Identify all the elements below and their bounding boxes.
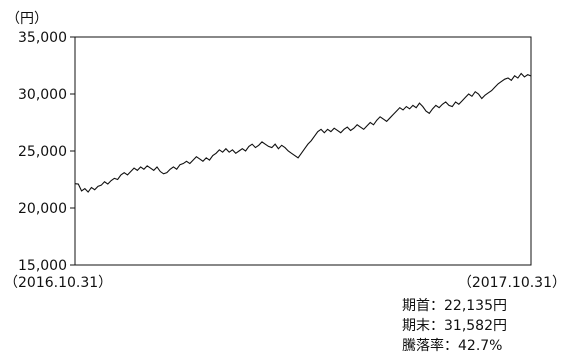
y-tick-label: 20,000 [18,201,67,217]
plot-frame [74,36,532,266]
y-tick-label: 15,000 [18,258,67,274]
y-unit-label: （円） [6,11,48,27]
y-tick-label: 35,000 [18,30,67,46]
x-start-label: （2016.10.31） [4,275,112,291]
x-end-label: （2017.10.31） [458,275,566,291]
series-line [74,72,532,193]
y-tick-label: 30,000 [18,87,67,103]
y-axis-ticks: 15,000 20,000 25,000 30,000 35,000 [18,30,75,274]
summary-end: 期末：31,582円 [402,318,507,334]
summary-box: 期首：22,135円 期末：31,582円 騰落率：42.7% [402,296,507,356]
y-tick-label: 25,000 [18,144,67,160]
summary-change: 騰落率：42.7% [402,338,503,354]
summary-start: 期首：22,135円 [402,298,507,314]
